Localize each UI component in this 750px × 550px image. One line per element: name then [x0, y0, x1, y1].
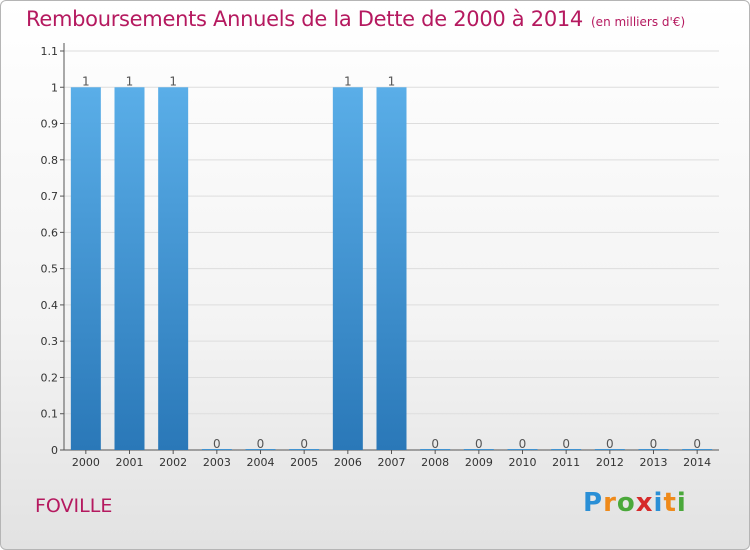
value-label: 0	[693, 437, 701, 451]
value-label: 1	[169, 74, 177, 88]
city-name: FOVILLE	[35, 495, 113, 517]
logo-letter: i	[676, 488, 687, 518]
y-tick-label: 1.1	[41, 45, 59, 58]
y-tick-label: 0.4	[41, 299, 59, 312]
x-tick-label: 2008	[421, 456, 449, 469]
y-tick-label: 0.8	[41, 154, 59, 167]
value-label: 1	[388, 74, 396, 88]
value-label: 0	[213, 437, 221, 451]
value-label: 0	[519, 437, 527, 451]
chart-title-unit: (en milliers d'€)	[591, 15, 686, 29]
x-tick-label: 2011	[552, 456, 580, 469]
x-tick-label: 2001	[116, 456, 144, 469]
value-label: 0	[431, 437, 439, 451]
y-tick-label: 0	[51, 444, 58, 457]
logo-letter: P	[583, 488, 604, 518]
bar	[551, 449, 582, 450]
value-label: 1	[126, 74, 134, 88]
x-tick-label: 2014	[683, 456, 711, 469]
bar	[114, 87, 145, 450]
value-label: 1	[82, 74, 90, 88]
x-tick-label: 2002	[159, 456, 187, 469]
logo-letter: o	[616, 488, 636, 518]
chart-title: Remboursements Annuels de la Dette de 20…	[26, 7, 685, 31]
bar	[201, 449, 232, 450]
bar	[682, 449, 713, 450]
x-tick-label: 2004	[247, 456, 275, 469]
x-tick-label: 2005	[290, 456, 318, 469]
y-tick-label: 0.9	[41, 118, 59, 131]
value-label: 0	[475, 437, 483, 451]
x-tick-label: 2003	[203, 456, 231, 469]
x-tick-label: 2013	[640, 456, 668, 469]
value-label: 0	[257, 437, 265, 451]
x-tick-label: 2007	[378, 456, 406, 469]
labels: 0 0.1 0.2 0.3 0.4 0.5 0.6 0.7 0.8 0.9 1 1.1 1 2000 1 20…	[41, 45, 712, 469]
y-tick-label: 0.6	[41, 226, 59, 239]
value-label: 1	[344, 74, 352, 88]
value-label: 0	[606, 437, 614, 451]
y-tick-label: 0.7	[41, 190, 59, 203]
logo-letter: r	[603, 488, 617, 518]
bar	[507, 449, 538, 450]
value-label: 0	[300, 437, 308, 451]
y-tick-label: 0.1	[41, 408, 59, 421]
bar	[594, 449, 625, 450]
x-tick-label: 2009	[465, 456, 493, 469]
bar	[420, 449, 451, 450]
bar	[289, 449, 320, 450]
y-tick-label: 1	[51, 81, 58, 94]
chart-title-text: Remboursements Annuels de la Dette de 20…	[26, 7, 583, 31]
x-tick-label: 2000	[72, 456, 100, 469]
bar	[332, 87, 363, 450]
bar	[638, 449, 669, 450]
x-tick-label: 2012	[596, 456, 624, 469]
y-tick-label: 0.2	[41, 371, 59, 384]
logo-letter: x	[635, 488, 654, 518]
bar	[376, 87, 407, 450]
x-tick-label: 2010	[509, 456, 537, 469]
logo-letter: t	[663, 488, 677, 518]
bar	[463, 449, 494, 450]
value-label: 0	[562, 437, 570, 451]
value-label: 0	[650, 437, 658, 451]
y-tick-label: 0.3	[41, 335, 59, 348]
x-tick-label: 2006	[334, 456, 362, 469]
bar	[158, 87, 189, 450]
bar	[70, 87, 101, 450]
y-tick-label: 0.5	[41, 263, 59, 276]
bars	[70, 87, 713, 450]
proxiti-logo: Proxiti	[583, 488, 687, 518]
logo-letter: i	[653, 488, 664, 518]
bar	[245, 449, 276, 450]
